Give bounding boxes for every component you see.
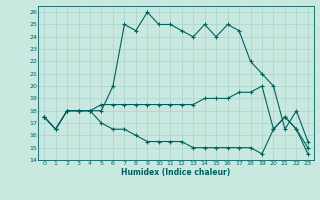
X-axis label: Humidex (Indice chaleur): Humidex (Indice chaleur) — [121, 168, 231, 177]
